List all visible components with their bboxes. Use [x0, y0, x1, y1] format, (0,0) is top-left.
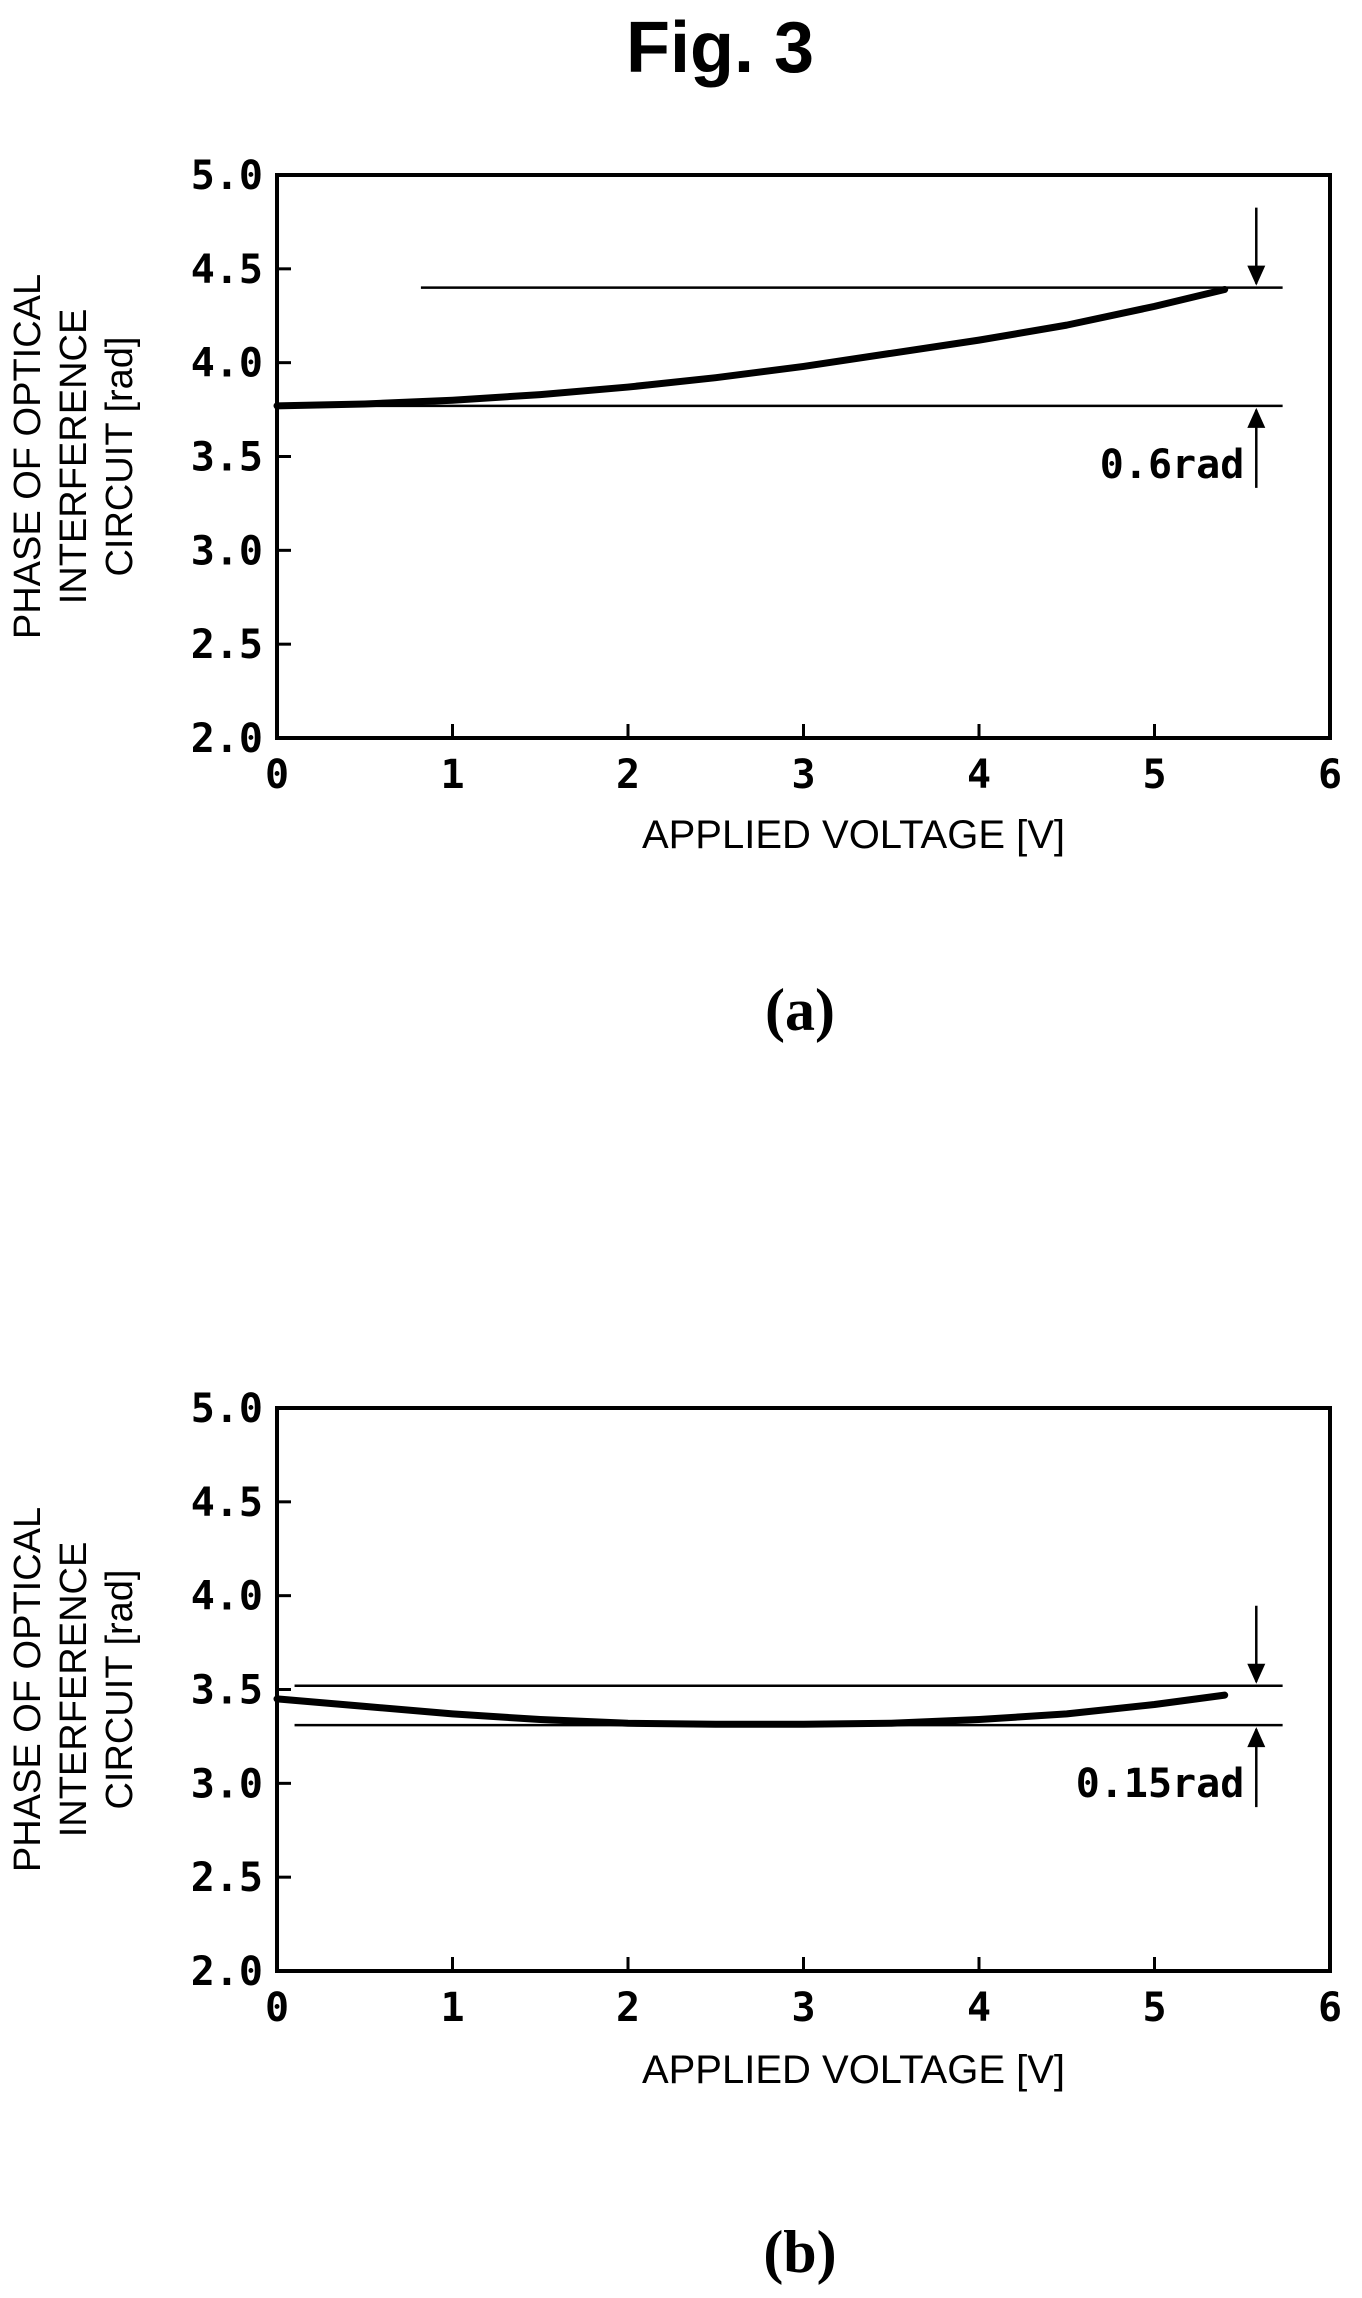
data-series-line	[273, 285, 1229, 410]
panel-label: (b)	[763, 2219, 836, 2285]
x-tick-label: 1	[440, 1985, 464, 2031]
y-tick-label: 3.5	[191, 435, 263, 481]
y-tick-label: 4.5	[191, 247, 263, 293]
y-axis-label-line: PHASE OF OPTICAL	[7, 1507, 49, 1872]
x-tick-label: 2	[616, 752, 640, 798]
y-tick-label: 4.0	[191, 1574, 263, 1620]
annotation-arrow-up-head	[1247, 407, 1266, 428]
chart-panel-a: 0 1 2 3 4 5 6 2.0 2.5 3.0 3.5 4.0 4.5 5.0 0.6rad APPLIE…	[7, 153, 1342, 1043]
x-tick-label: 3	[791, 1985, 815, 2031]
y-axis-label-line: CIRCUIT [rad]	[99, 336, 141, 576]
annotation-arrow-up-head	[1247, 1727, 1266, 1748]
y-axis-label-line: CIRCUIT [rad]	[99, 1569, 141, 1809]
y-tick-label: 2.0	[191, 716, 263, 762]
chart-panel-b: 0 1 2 3 4 5 6 2.0 2.5 3.0 3.5 4.0 4.5 5.0 0.15rad APPLI…	[7, 1386, 1342, 2285]
x-tick-label: 4	[967, 1985, 991, 2031]
x-axis-label: APPLIED VOLTAGE [V]	[642, 2048, 1065, 2092]
y-tick-label: 2.5	[191, 622, 263, 668]
y-tick-label: 2.0	[191, 1949, 263, 1995]
panel-label: (a)	[765, 977, 835, 1043]
x-tick-label: 0	[265, 1985, 289, 2031]
plot-frame	[275, 1406, 1332, 1973]
annotation-arrow-down-head	[1247, 1663, 1266, 1684]
x-tick-label: 5	[1142, 1985, 1166, 2031]
y-axis-label-line: PHASE OF OPTICAL	[7, 274, 49, 639]
y-tick-label: 5.0	[191, 1386, 263, 1432]
y-tick-label: 3.0	[191, 528, 263, 574]
x-axis-label: APPLIED VOLTAGE [V]	[642, 813, 1065, 857]
y-tick-label: 4.0	[191, 341, 263, 387]
y-axis-label-line: INTERFERENCE	[53, 309, 95, 605]
annotation-label: 0.15rad	[1076, 1761, 1245, 1807]
y-tick-label: 3.0	[191, 1761, 263, 1807]
y-tick-label: 2.5	[191, 1855, 263, 1901]
data-series-line	[273, 1691, 1229, 1728]
x-tick-label: 6	[1318, 752, 1342, 798]
x-tick-label: 0	[265, 752, 289, 798]
y-axis-label-line: INTERFERENCE	[53, 1542, 95, 1838]
figure-title: Fig. 3	[626, 8, 814, 88]
y-tick-label: 3.5	[191, 1668, 263, 1714]
x-tick-label: 2	[616, 1985, 640, 2031]
x-tick-label: 3	[791, 752, 815, 798]
x-tick-label: 1	[440, 752, 464, 798]
x-tick-label: 6	[1318, 1985, 1342, 2031]
x-tick-label: 5	[1142, 752, 1166, 798]
annotation-arrow-down-head	[1247, 265, 1266, 286]
y-tick-label: 4.5	[191, 1480, 263, 1526]
x-tick-label: 4	[967, 752, 991, 798]
annotation-label: 0.6rad	[1100, 442, 1245, 488]
y-tick-label: 5.0	[191, 153, 263, 199]
